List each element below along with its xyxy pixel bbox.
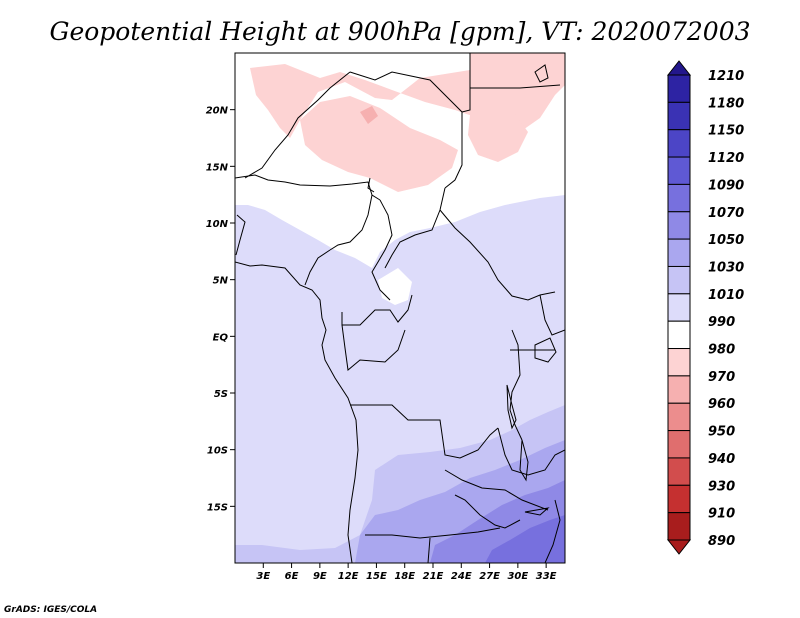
field-pink-interior [300, 96, 458, 192]
field-pink-dark-spot [360, 106, 378, 124]
colorbar-label: 1120 [708, 151, 744, 166]
x-tick-label: 9E [313, 571, 327, 582]
colorbar-box [667, 74, 691, 103]
colorbar-label: 1030 [708, 260, 744, 275]
colorbar-box [667, 211, 691, 240]
y-tick-label: 10N [206, 219, 229, 230]
x-tick-label: 27E [479, 571, 500, 582]
colorbar-box [667, 293, 691, 322]
grads-credit: GrADS: IGES/COLA [4, 605, 97, 615]
x-tick-label: 15E [366, 571, 387, 582]
y-tick-label: 15S [207, 502, 228, 513]
colorbar-label: 1070 [708, 206, 744, 221]
colorbar-label: 940 [708, 452, 735, 467]
x-axis-ticks: 3E 6E 9E 12E 15E 18E 21E 24E 27E 30E 33E [256, 563, 557, 582]
y-tick-label: 5S [214, 389, 228, 400]
colorbar-label: 980 [708, 343, 735, 358]
x-tick-label: 18E [394, 571, 415, 582]
y-tick-label: 20N [206, 106, 229, 117]
x-tick-label: 33E [536, 571, 557, 582]
colorbar-label: 970 [708, 370, 735, 385]
country-borders [235, 53, 565, 563]
colorbar-box [667, 183, 691, 213]
colorbar-box [667, 484, 691, 514]
x-tick-label: 3E [256, 571, 270, 582]
x-tick-label: 6E [285, 571, 299, 582]
colorbar-box [667, 238, 691, 267]
x-tick-label: 21E [423, 571, 444, 582]
colorbar-box [667, 512, 691, 541]
colorbar-box [667, 457, 691, 486]
colorbar-box [667, 348, 691, 377]
colorbar-label: 1180 [708, 96, 744, 111]
colorbar-box [667, 430, 691, 459]
colorbar-label: 1150 [708, 124, 744, 139]
x-tick-label: 24E [451, 571, 472, 582]
colorbar-box [667, 129, 691, 158]
colorbar-label: 990 [708, 315, 735, 330]
x-tick-label: 30E [507, 571, 528, 582]
colorbar-box [667, 101, 691, 131]
colorbar-label: 910 [708, 507, 735, 522]
x-tick-label: 12E [338, 571, 359, 582]
field-1090-1120 [485, 515, 565, 563]
map-frame [234, 52, 566, 564]
field-white-patch [378, 268, 412, 305]
colorbar: 1210 1180 1150 1120 1090 1070 1050 1030 1010 990 9… [666, 60, 744, 555]
y-tick-label: 5N [213, 276, 229, 287]
y-tick-label: EQ [213, 332, 229, 343]
map-panel [235, 53, 565, 563]
colorbar-label: 960 [708, 397, 735, 412]
chart-title: Geopotential Height at 900hPa [gpm], VT:… [49, 17, 750, 46]
colorbar-label: 1090 [708, 178, 744, 193]
colorbar-box [667, 375, 691, 404]
field-pink-ne [468, 108, 528, 162]
colorbar-box [667, 402, 691, 432]
y-tick-label: 15N [206, 162, 229, 173]
colorbar-box [667, 265, 691, 295]
colorbar-box [667, 320, 691, 350]
colorbar-label: 930 [708, 479, 735, 494]
colorbar-bottom-triangle [666, 539, 692, 555]
y-tick-label: 10S [207, 446, 228, 457]
colorbar-label: 890 [708, 534, 735, 549]
y-axis-ticks: 20N 15N 10N 5N EQ 5S 10S 15S [206, 106, 235, 513]
colorbar-label: 1050 [708, 233, 744, 248]
colorbar-top-triangle [666, 60, 692, 76]
colorbar-label: 950 [708, 425, 735, 440]
colorbar-box [667, 156, 691, 185]
lakes [506, 64, 557, 516]
colorbar-label: 1210 [708, 69, 744, 84]
colorbar-label: 1010 [708, 288, 744, 303]
